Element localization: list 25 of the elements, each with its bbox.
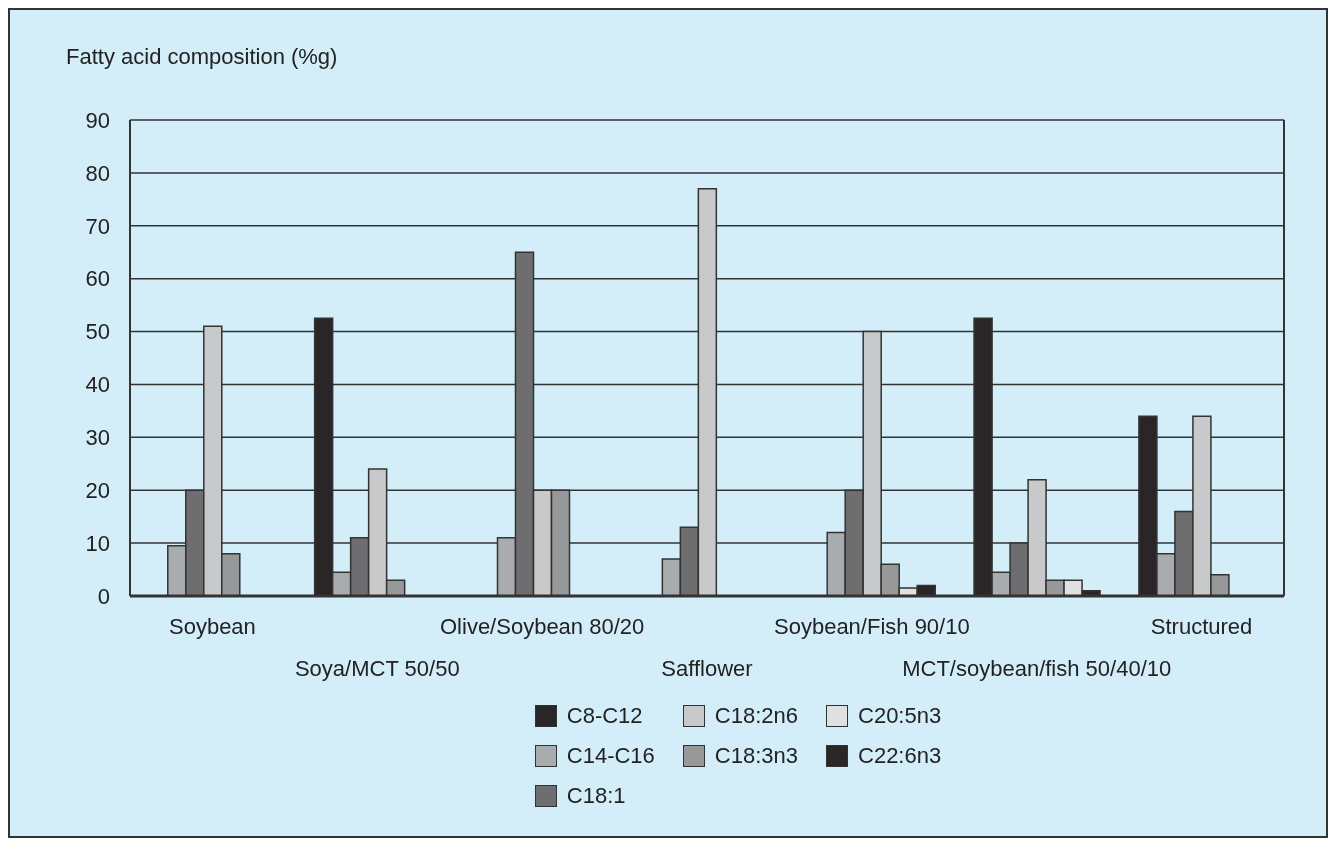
legend-label: C18:1 bbox=[566, 783, 626, 809]
x-tick-label: Structured bbox=[1150, 614, 1253, 639]
x-tick-label: MCT/soybean/fish 50/40/10 bbox=[902, 656, 1172, 681]
x-tick-label: Safflower bbox=[661, 656, 753, 681]
legend-label: C18:3n3 bbox=[714, 743, 799, 769]
y-tick-label: 40 bbox=[85, 372, 110, 398]
y-tick-label: 80 bbox=[85, 160, 110, 186]
y-tick-label: 70 bbox=[85, 213, 110, 239]
legend-label: C18:2n6 bbox=[714, 703, 799, 729]
y-tick-label: 20 bbox=[85, 478, 110, 504]
x-tick-label: Soybean/Fish 90/10 bbox=[774, 614, 970, 639]
y-tick-label: 60 bbox=[85, 266, 110, 292]
x-tick-label: Olive/Soybean 80/20 bbox=[440, 614, 645, 639]
y-axis-title: Fatty acid composition (%g) bbox=[66, 44, 338, 70]
y-tick-label: 50 bbox=[85, 319, 110, 345]
x-tick-label: Soya/MCT 50/50 bbox=[294, 656, 460, 681]
legend-label: C14-C16 bbox=[566, 743, 655, 769]
y-tick-label: 10 bbox=[85, 530, 110, 556]
legend-label: C8-C12 bbox=[566, 703, 643, 729]
y-tick-label: 30 bbox=[85, 425, 110, 451]
y-tick-label: 90 bbox=[85, 107, 110, 133]
x-tick-label: Soybean bbox=[169, 614, 256, 639]
legend-label: C20:5n3 bbox=[858, 703, 942, 729]
y-tick-label: 0 bbox=[97, 583, 110, 609]
legend-label: C22:6n3 bbox=[858, 743, 942, 769]
